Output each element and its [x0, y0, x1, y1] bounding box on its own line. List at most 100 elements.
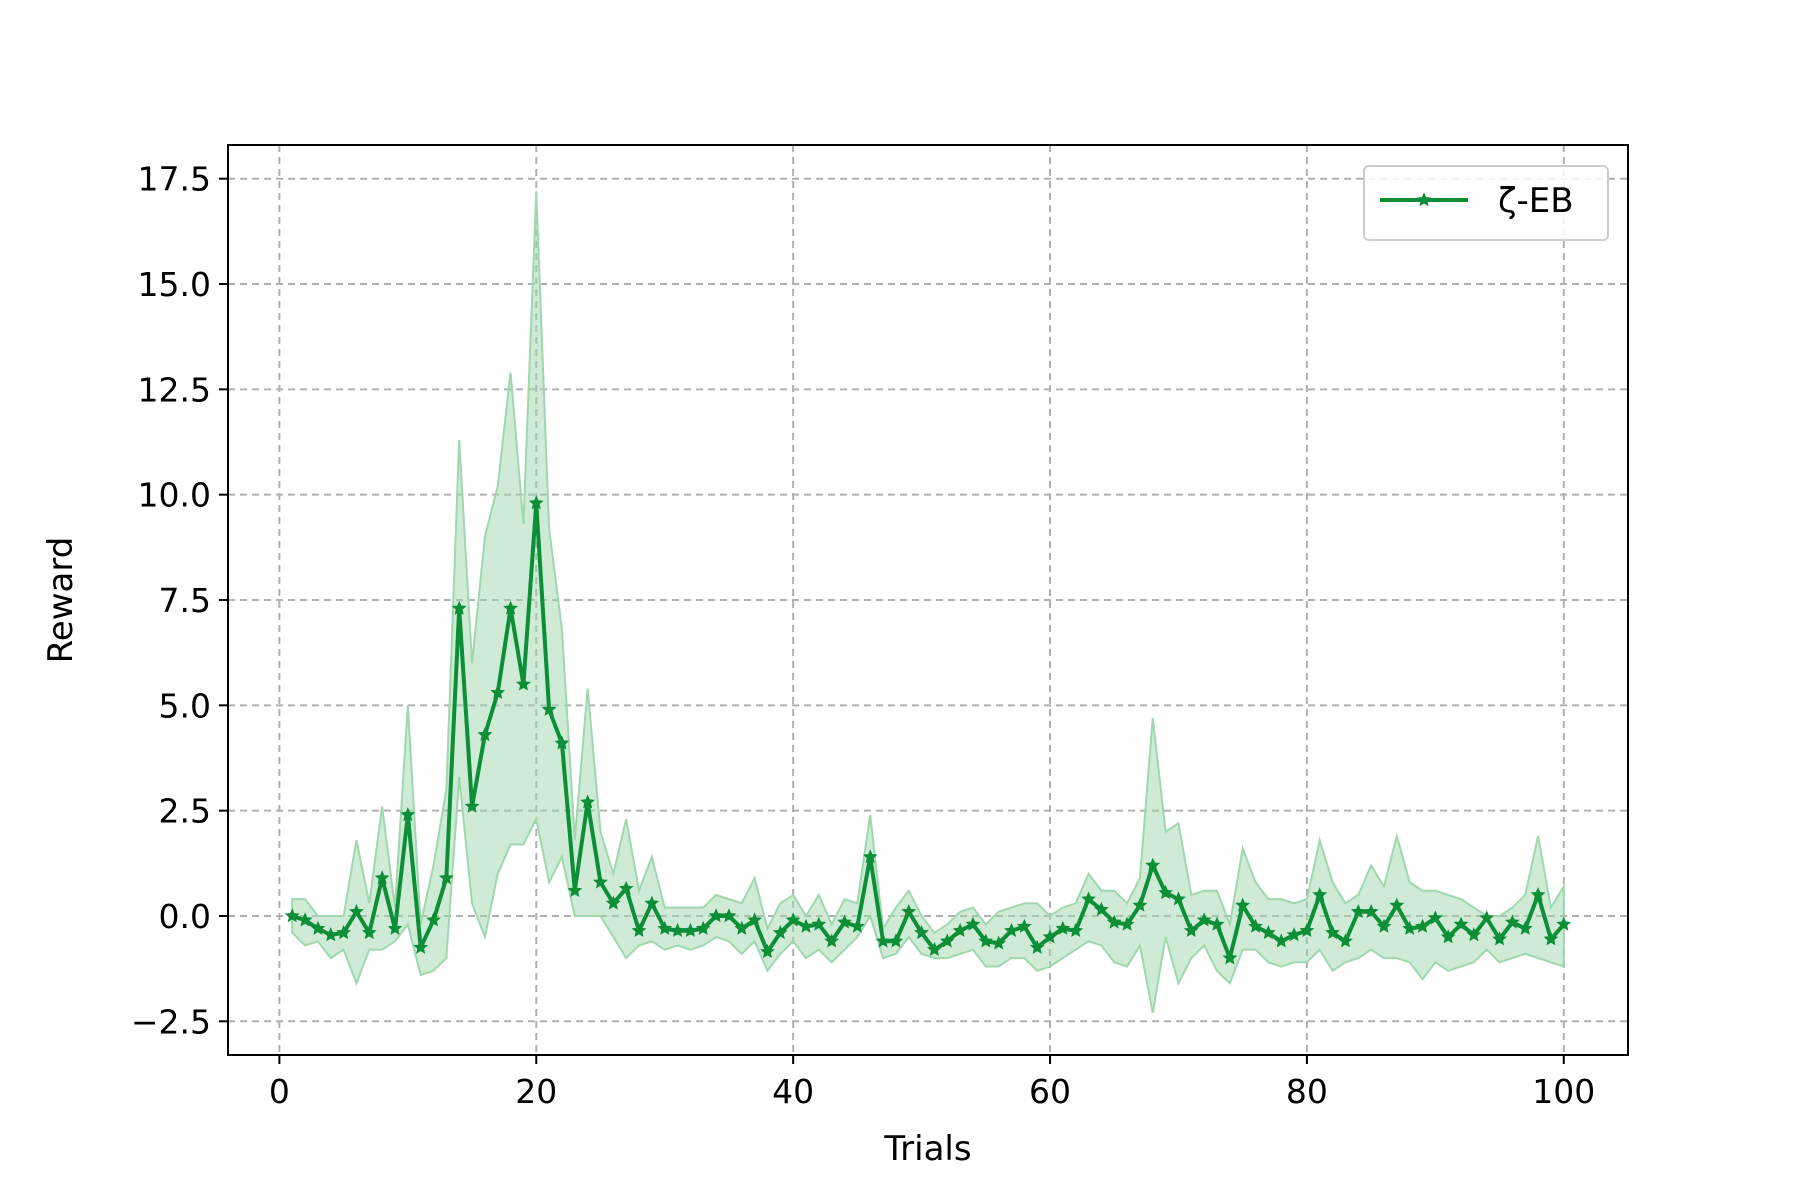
data-point	[862, 849, 878, 864]
data-point	[1248, 918, 1263, 933]
data-point	[554, 735, 570, 750]
data-point	[927, 941, 942, 956]
data-point	[683, 922, 698, 937]
data-point	[708, 908, 724, 923]
data-point	[1055, 920, 1071, 935]
y-axis-label: Reward	[41, 537, 81, 664]
data-point	[567, 882, 583, 897]
data-point	[1312, 887, 1328, 902]
data-point	[1094, 901, 1109, 916]
data-point	[413, 939, 429, 954]
data-point	[541, 701, 557, 716]
x-tick-label: 100	[1532, 1072, 1595, 1111]
data-point	[438, 870, 454, 885]
data-point	[760, 944, 775, 959]
data-point	[310, 920, 326, 935]
data-point	[1479, 910, 1495, 925]
data-point	[477, 727, 493, 742]
data-point	[618, 880, 634, 895]
data-point	[1338, 933, 1353, 948]
x-axis-label: Trials	[883, 1129, 971, 1169]
legend-box	[1363, 165, 1609, 241]
data-point	[593, 874, 608, 889]
x-tick-label: 60	[1029, 1072, 1071, 1111]
data-point	[451, 600, 467, 615]
data-point	[1466, 927, 1482, 942]
data-point	[670, 922, 685, 937]
y-tick-label: 10.0	[138, 476, 211, 515]
data-point	[400, 807, 416, 822]
data-point	[811, 916, 827, 931]
data-point	[1171, 891, 1186, 906]
data-point	[1132, 897, 1148, 912]
data-point	[747, 912, 762, 927]
x-tick-label: 20	[515, 1072, 557, 1111]
y-tick-label: 2.5	[159, 792, 211, 831]
data-point	[1068, 922, 1084, 937]
data-point	[1492, 931, 1507, 946]
data-point	[1286, 927, 1302, 942]
y-tick-label: 17.5	[138, 160, 211, 199]
data-point	[464, 798, 480, 813]
data-point	[644, 895, 660, 910]
data-point	[1042, 929, 1058, 944]
legend-swatch-marker	[1416, 192, 1432, 207]
data-point	[1235, 897, 1251, 912]
data-point	[1004, 922, 1019, 937]
data-point	[528, 495, 544, 510]
series-line	[291, 501, 1566, 961]
x-axis-ticks: 0 20 40 60 80 100	[269, 1055, 1595, 1111]
y-tick-label: 5.0	[159, 686, 211, 725]
data-point	[1427, 910, 1443, 925]
data-point	[798, 918, 814, 933]
data-point	[991, 935, 1007, 950]
data-point	[1106, 914, 1122, 929]
data-point	[772, 925, 788, 940]
x-tick-label: 0	[269, 1072, 290, 1111]
data-point	[914, 925, 929, 940]
data-point	[939, 933, 955, 948]
data-point	[837, 914, 852, 929]
y-tick-label: 0.0	[159, 897, 211, 936]
data-point	[849, 918, 865, 933]
data-point	[888, 933, 904, 948]
data-point	[1081, 891, 1096, 906]
data-point	[1376, 918, 1392, 933]
data-point	[1299, 922, 1315, 937]
data-point	[1389, 897, 1405, 912]
data-point	[1402, 920, 1418, 935]
data-point	[1453, 916, 1469, 931]
data-point	[374, 870, 390, 885]
data-point	[387, 920, 403, 935]
y-tick-label: 12.5	[138, 370, 211, 409]
data-point	[1505, 914, 1520, 929]
data-point	[1209, 916, 1225, 931]
data-point	[426, 912, 441, 927]
data-point	[695, 920, 711, 935]
data-point	[1543, 931, 1559, 946]
data-point	[1415, 918, 1430, 933]
data-point	[1273, 933, 1289, 948]
legend: ζ-EB	[1363, 165, 1609, 241]
data-point	[785, 912, 801, 927]
data-point	[1325, 925, 1340, 940]
data-point	[1260, 925, 1276, 940]
data-point	[1158, 885, 1173, 900]
data-point	[965, 916, 981, 931]
data-point	[1183, 922, 1199, 937]
data-point	[1145, 857, 1161, 872]
data-point	[284, 908, 300, 923]
y-tick-label: 7.5	[159, 581, 211, 620]
data-point	[952, 922, 968, 937]
data-point	[297, 912, 313, 927]
data-point	[361, 925, 377, 940]
data-point	[901, 904, 917, 919]
data-point	[631, 922, 647, 937]
data-point	[1016, 918, 1032, 933]
y-tick-label: −2.5	[131, 1002, 211, 1041]
series-lines	[291, 501, 1566, 961]
x-tick-label: 40	[772, 1072, 814, 1111]
data-point	[1556, 916, 1572, 931]
data-point	[516, 676, 531, 691]
